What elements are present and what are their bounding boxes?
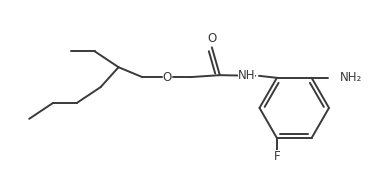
Text: NH₂: NH₂ (340, 71, 362, 84)
Text: O: O (162, 71, 172, 84)
Text: O: O (207, 32, 216, 45)
Text: NH: NH (238, 69, 255, 82)
Text: F: F (274, 150, 280, 163)
